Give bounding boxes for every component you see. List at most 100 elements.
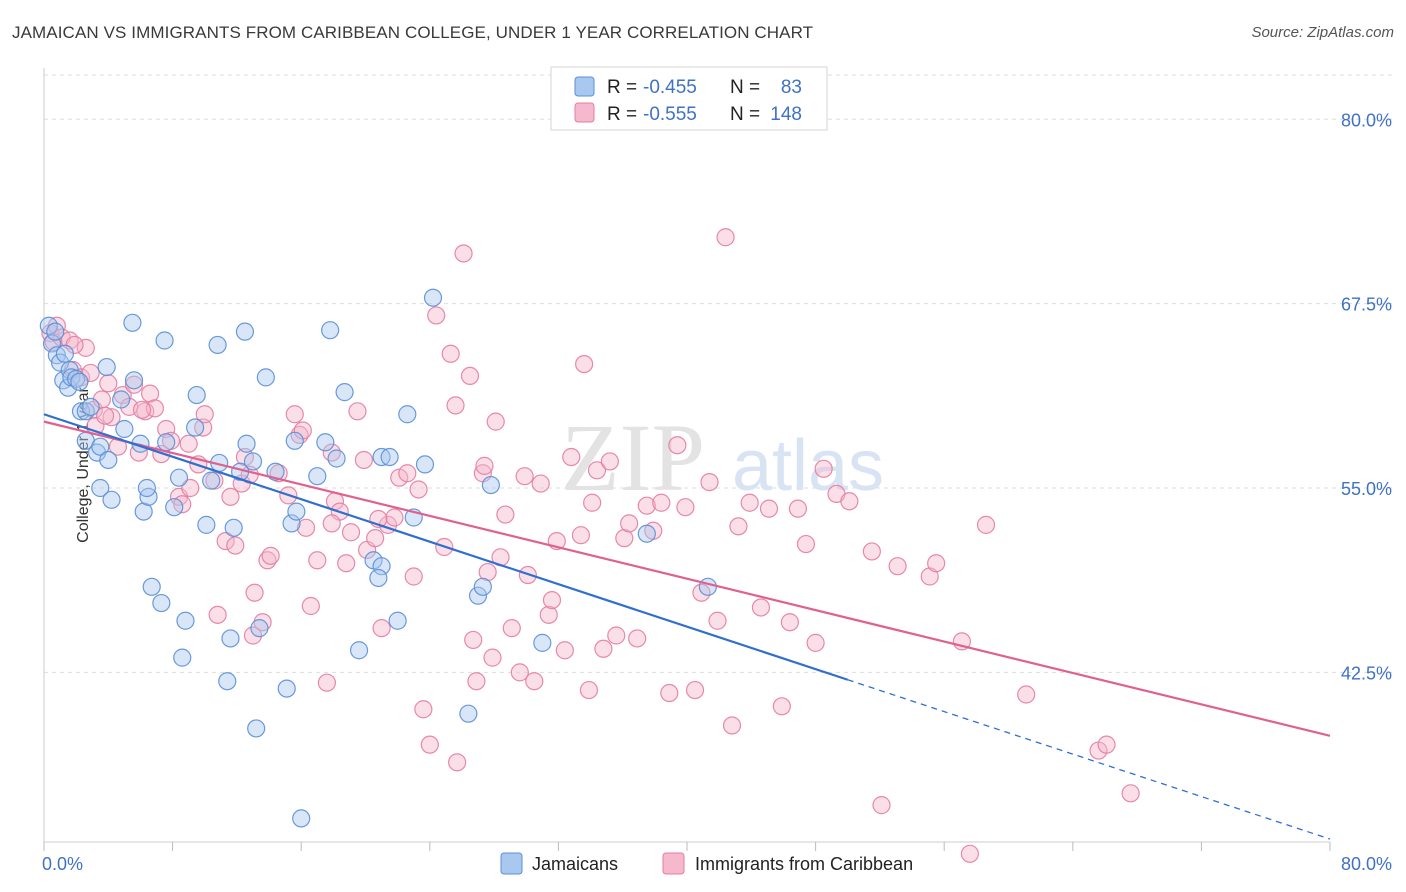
jamaicans-point — [42, 334, 62, 353]
jamaicans-point — [533, 633, 552, 652]
caribbean-point — [600, 452, 619, 471]
caribbean-point — [927, 554, 946, 573]
jamaicans-point — [50, 353, 70, 372]
caribbean-point — [216, 531, 235, 551]
jamaicans-point — [247, 719, 266, 738]
jamaicans-point — [115, 419, 134, 439]
jamaicans-point — [99, 450, 118, 470]
caribbean-point — [515, 467, 534, 486]
axes — [43, 68, 1331, 851]
jamaicans-point — [335, 383, 354, 402]
legend-r-value-pink: -0.555 — [643, 104, 697, 125]
legend-n-value-blue: 83 — [781, 77, 802, 98]
caribbean-point — [181, 478, 200, 498]
caribbean-point — [441, 344, 460, 363]
legend-n-value-pink: 148 — [770, 104, 802, 125]
caribbean-point — [575, 355, 594, 374]
caribbean-point — [888, 557, 907, 576]
caribbean-point — [366, 529, 385, 548]
legend-r-value-blue: -0.455 — [643, 77, 697, 98]
jamaicans-point — [124, 371, 144, 390]
y-tick-label: 55.0% — [1341, 479, 1392, 499]
caribbean-point — [637, 496, 656, 515]
jamaicans-point — [221, 629, 240, 648]
caribbean-point — [571, 526, 591, 545]
caribbean-point — [301, 596, 320, 616]
caribbean-point — [296, 518, 316, 537]
jamaicans-point — [187, 385, 206, 405]
jamaicans-point — [292, 809, 311, 828]
caribbean-point — [157, 419, 176, 439]
x-tick-label-left: 0.0% — [42, 854, 83, 874]
caribbean-point — [348, 402, 367, 421]
legend-stats-box — [550, 66, 828, 131]
jamaicans-point — [459, 704, 478, 723]
legend-bottom-swatch-jamaicans[interactable] — [500, 852, 523, 875]
jamaicans-point — [142, 577, 161, 596]
legend-series: Jamaicans Immigrants from Caribbean — [500, 852, 913, 875]
caribbean-point — [372, 619, 391, 638]
jamaicans-point — [55, 344, 74, 363]
jamaicans-point — [369, 568, 388, 588]
jamaicans-point — [202, 471, 221, 490]
caribbean-point — [652, 493, 671, 512]
caribbean-point — [806, 633, 825, 652]
caribbean-point — [862, 542, 881, 561]
jamaicans-point — [415, 455, 435, 474]
caribbean-point — [322, 443, 341, 462]
legend-bottom-label-caribbean[interactable]: Immigrants from Caribbean — [695, 854, 913, 874]
series-immigrants-caribbean-points — [41, 228, 1140, 863]
jamaicans-point — [157, 433, 176, 452]
caribbean-point — [840, 492, 859, 511]
jamaicans-point — [46, 322, 65, 341]
jamaicans-point — [176, 611, 195, 630]
jamaicans-point — [197, 515, 216, 534]
jamaicans-point — [237, 434, 256, 453]
jamaicans-point — [102, 490, 121, 509]
caribbean-point — [95, 406, 115, 425]
legend-n-label-blue: N = — [730, 77, 760, 98]
caribbean-point — [99, 374, 118, 393]
jamaicans-point — [282, 514, 301, 533]
jamaicans-point — [388, 611, 407, 630]
caribbean-point — [759, 499, 779, 518]
caribbean-point — [976, 515, 996, 534]
caribbean-point — [729, 517, 748, 536]
caribbean-point — [448, 753, 467, 772]
jamaicans-point — [285, 431, 304, 450]
legend-bottom-swatch-caribbean[interactable] — [662, 852, 685, 875]
jamaicans-point — [316, 433, 335, 452]
jamaicans-point — [137, 478, 156, 498]
caribbean-point — [245, 583, 264, 602]
trend-line-jamaicans-extension — [847, 679, 1331, 840]
caribbean-point — [409, 480, 428, 499]
jamaicans-point — [349, 641, 369, 660]
caribbean-point — [716, 228, 735, 247]
trend-line-caribbean — [43, 420, 1331, 737]
caribbean-point — [124, 375, 144, 394]
legend-r-label-blue: R = — [607, 77, 637, 98]
caribbean-point — [341, 523, 361, 542]
caribbean-point — [446, 396, 465, 415]
jamaicans-point — [152, 593, 171, 613]
caribbean-point — [354, 450, 373, 470]
caribbean-point — [562, 447, 581, 467]
caribbean-point — [502, 619, 521, 638]
caribbean-point — [587, 461, 607, 480]
y-tick-label: 80.0% — [1341, 110, 1392, 130]
jamaicans-point — [155, 331, 174, 350]
caribbean-point — [208, 605, 227, 624]
caribbean-point — [1121, 784, 1140, 803]
watermark-zip: ZIP — [561, 404, 705, 511]
caribbean-point — [464, 630, 483, 650]
caribbean-point — [475, 456, 494, 475]
y-tick-label: 42.5% — [1341, 663, 1392, 683]
caribbean-point — [676, 498, 695, 517]
legend-bottom-label-jamaicans[interactable]: Jamaicans — [532, 854, 618, 874]
jamaicans-point — [250, 619, 269, 638]
caribbean-point — [261, 546, 280, 565]
source-credit[interactable]: Source: ZipAtlas.com — [1251, 24, 1394, 41]
caribbean-point — [496, 505, 515, 524]
caribbean-point — [700, 473, 719, 492]
